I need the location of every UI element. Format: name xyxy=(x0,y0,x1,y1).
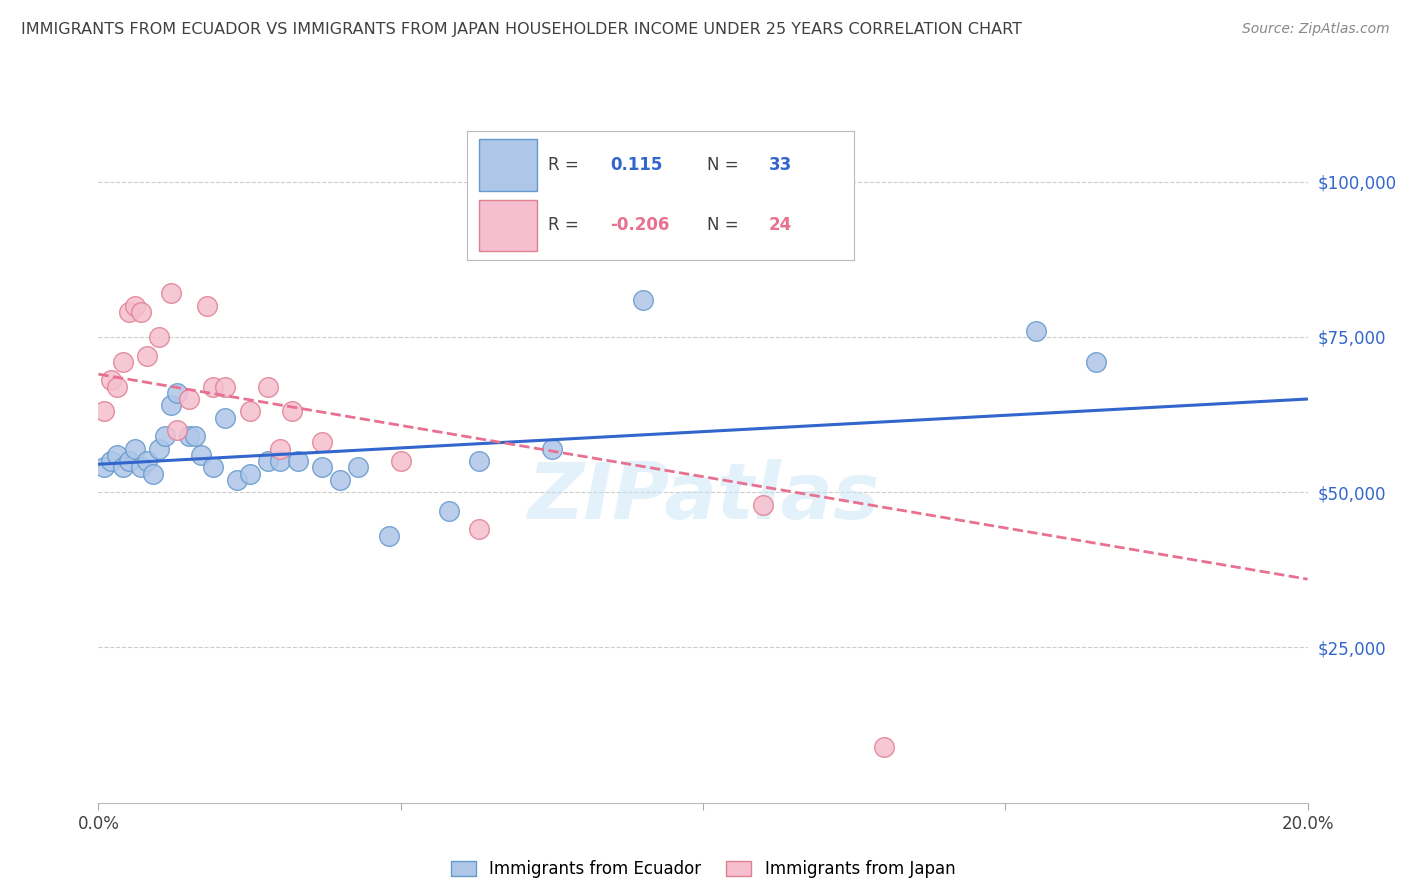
Point xyxy=(111,355,134,369)
Point xyxy=(468,454,491,468)
Point xyxy=(148,330,170,344)
Point xyxy=(100,454,122,468)
Point xyxy=(195,299,218,313)
Point xyxy=(166,423,188,437)
Point xyxy=(347,460,370,475)
Point xyxy=(256,454,278,468)
Point xyxy=(129,460,152,475)
Point xyxy=(105,448,128,462)
Legend: Immigrants from Ecuador, Immigrants from Japan: Immigrants from Ecuador, Immigrants from… xyxy=(444,854,962,885)
Text: IMMIGRANTS FROM ECUADOR VS IMMIGRANTS FROM JAPAN HOUSEHOLDER INCOME UNDER 25 YEA: IMMIGRANTS FROM ECUADOR VS IMMIGRANTS FR… xyxy=(21,22,1022,37)
Point xyxy=(129,305,152,319)
Text: ZIPatlas: ZIPatlas xyxy=(527,458,879,534)
Point xyxy=(153,429,176,443)
Point xyxy=(468,523,491,537)
Point xyxy=(389,454,412,468)
Point xyxy=(214,410,236,425)
Point xyxy=(160,286,183,301)
Point xyxy=(202,379,225,393)
Point xyxy=(329,473,352,487)
Point xyxy=(93,404,115,418)
Point xyxy=(124,299,146,313)
Point xyxy=(214,379,236,393)
Point xyxy=(311,460,333,475)
Point xyxy=(377,529,399,543)
Point xyxy=(124,442,146,456)
Point xyxy=(111,460,134,475)
Point xyxy=(166,385,188,400)
Point xyxy=(631,293,654,307)
Point xyxy=(437,504,460,518)
Point xyxy=(105,379,128,393)
Point xyxy=(142,467,165,481)
Point xyxy=(752,498,775,512)
Point xyxy=(287,454,309,468)
Point xyxy=(269,442,291,456)
Point xyxy=(118,305,141,319)
Point xyxy=(179,429,201,443)
Point xyxy=(239,404,262,418)
Point xyxy=(239,467,262,481)
Point xyxy=(1024,324,1046,338)
Point xyxy=(269,454,291,468)
Point xyxy=(100,373,122,387)
Point xyxy=(190,448,212,462)
Point xyxy=(118,454,141,468)
Point xyxy=(202,460,225,475)
Text: Source: ZipAtlas.com: Source: ZipAtlas.com xyxy=(1241,22,1389,37)
Point xyxy=(179,392,201,406)
Point xyxy=(135,349,157,363)
Point xyxy=(135,454,157,468)
Point xyxy=(1085,355,1108,369)
Point xyxy=(540,442,562,456)
Point xyxy=(256,379,278,393)
Point xyxy=(281,404,304,418)
Point xyxy=(311,435,333,450)
Point xyxy=(93,460,115,475)
Point xyxy=(184,429,207,443)
Point xyxy=(873,739,896,754)
Point xyxy=(226,473,249,487)
Point xyxy=(160,398,183,412)
Point xyxy=(148,442,170,456)
